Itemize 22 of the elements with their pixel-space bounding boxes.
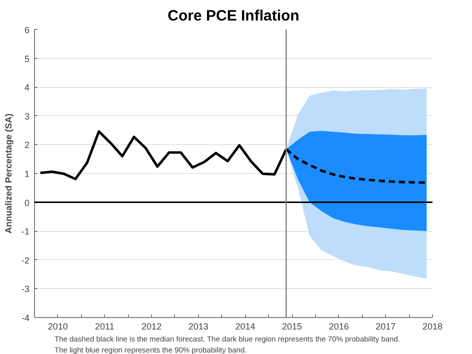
x-tick-label: 2011 (95, 322, 114, 332)
x-tick-label: 2010 (48, 322, 68, 332)
y-tick-label: 1 (24, 169, 30, 179)
y-tick-label: -4 (22, 313, 30, 323)
x-tick-label: 2013 (188, 322, 208, 332)
y-tick-label: 2 (24, 140, 30, 150)
y-tick-label: 0 (24, 198, 30, 208)
y-tick-label: -3 (22, 284, 30, 294)
y-tick-label: 6 (24, 25, 30, 35)
y-tick-label: 3 (24, 111, 30, 122)
y-tick-label: -1 (22, 226, 30, 237)
x-tick-label: 2015 (282, 322, 302, 332)
y-axis-title: Annualized Percentage (SA) (4, 113, 14, 234)
x-tick-label: 2018 (422, 322, 443, 332)
x-tick-label: 2014 (235, 322, 256, 332)
y-tick-label: -2 (22, 255, 30, 266)
x-tick-label: 2016 (328, 322, 349, 332)
x-tick-label: 2017 (376, 322, 396, 332)
y-tick-label: 4 (24, 82, 30, 93)
chart-title: Core PCE Inflation (168, 8, 300, 24)
y-tick-label: 5 (24, 54, 30, 64)
x-tick-label: 2012 (142, 322, 162, 332)
